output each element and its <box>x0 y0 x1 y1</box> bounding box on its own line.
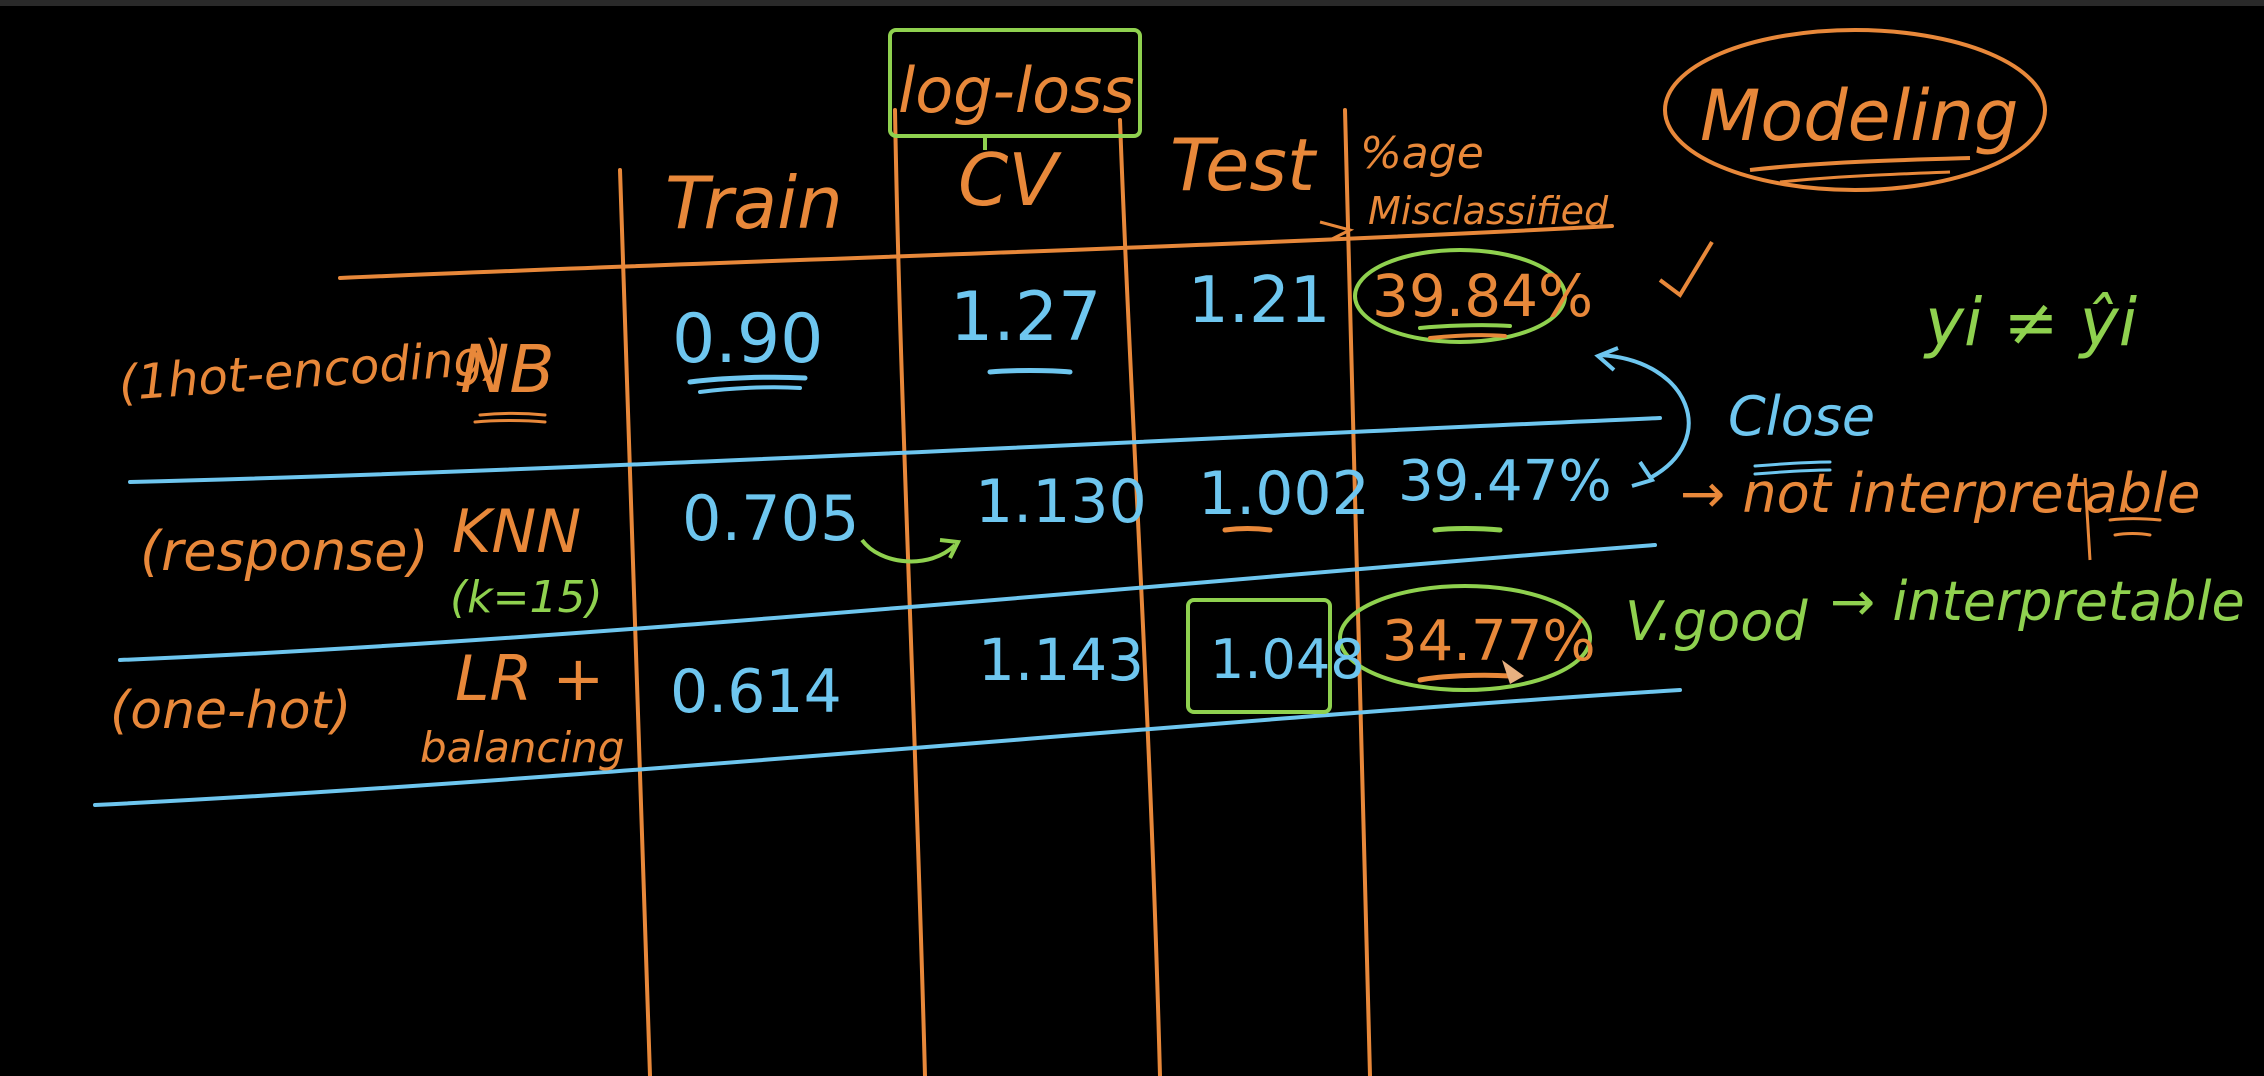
row3-encoding: (one-hot) <box>110 681 351 741</box>
note-tick <box>2083 477 2092 561</box>
check-mark <box>1658 240 1714 298</box>
row2-param: (k=15) <box>450 572 603 623</box>
row-line-2 <box>118 543 1657 662</box>
row1-cv: 1.27 <box>950 278 1101 357</box>
row1-misclass-oval <box>1353 248 1567 344</box>
log-loss-box <box>888 28 1142 138</box>
row-lines <box>93 416 1682 807</box>
row1-misclassified: 39.84% <box>1372 262 1593 330</box>
header-train: Train <box>665 161 843 245</box>
top-border <box>0 0 2264 6</box>
row-line-1 <box>128 416 1662 484</box>
row3-misclass-oval <box>1338 584 1592 692</box>
header-misclass-line2: Misclassified <box>1368 189 1609 233</box>
row2-train: 0.705 <box>682 482 860 555</box>
row2-model: KNN <box>452 497 581 567</box>
row1-encoding: (1hot-encoding) <box>117 329 504 412</box>
pen-cursor-icon <box>1502 660 1524 684</box>
row3-model: LR + <box>455 642 604 715</box>
row2-misclassified: 39.47% <box>1398 449 1612 514</box>
header-misclass-line1: %age <box>1360 128 1484 179</box>
header-cv: CV <box>958 138 1062 222</box>
note-vgood: V.good <box>1625 590 1808 653</box>
header-test: Test <box>1170 123 1318 207</box>
row3-train: 0.614 <box>670 657 842 727</box>
row1-train: 0.90 <box>672 300 823 379</box>
note-not-interpretable: → not interpretable <box>1680 462 2200 525</box>
row1-model: NB <box>460 331 555 408</box>
row1-test: 1.21 <box>1188 264 1331 338</box>
note-inequality: yi ≠ ŷi <box>1923 284 2138 361</box>
note-close: Close <box>1728 385 1875 448</box>
topic-modeling: Modeling <box>1700 75 2018 157</box>
modeling-underline-2 <box>1779 170 1951 184</box>
row2-encoding: (response) <box>140 520 429 583</box>
close-bracket <box>1599 353 1691 480</box>
close-arrowhead-bottom <box>1631 460 1656 488</box>
column-line-4 <box>1343 108 1372 1076</box>
row2-cv: 1.130 <box>975 467 1147 537</box>
row-line-3 <box>93 688 1682 807</box>
row3-cv: 1.143 <box>978 626 1144 694</box>
row3-test: 1.048 <box>1210 628 1365 691</box>
header-underline <box>338 224 1614 280</box>
close-arrowhead-top <box>1594 346 1619 372</box>
row3-misclassified: 34.77% <box>1382 609 1596 674</box>
knn-curve-arrow <box>860 538 957 564</box>
note-interpretable: → interpretable <box>1830 570 2245 633</box>
header-arrow <box>1319 220 1355 242</box>
row2-test: 1.002 <box>1198 459 1370 529</box>
row3-test-box <box>1186 598 1332 714</box>
column-line-3 <box>1118 118 1162 1076</box>
modeling-oval <box>1663 28 2047 192</box>
row3-model-line2: balancing <box>420 723 624 772</box>
value-underlines <box>473 323 2162 683</box>
modeling-underline <box>1749 156 1971 172</box>
column-line-1 <box>618 168 652 1076</box>
column-lines <box>618 108 1372 1076</box>
header-log-loss: log-loss <box>898 54 1135 127</box>
knn-curve-arrowhead <box>939 538 962 559</box>
